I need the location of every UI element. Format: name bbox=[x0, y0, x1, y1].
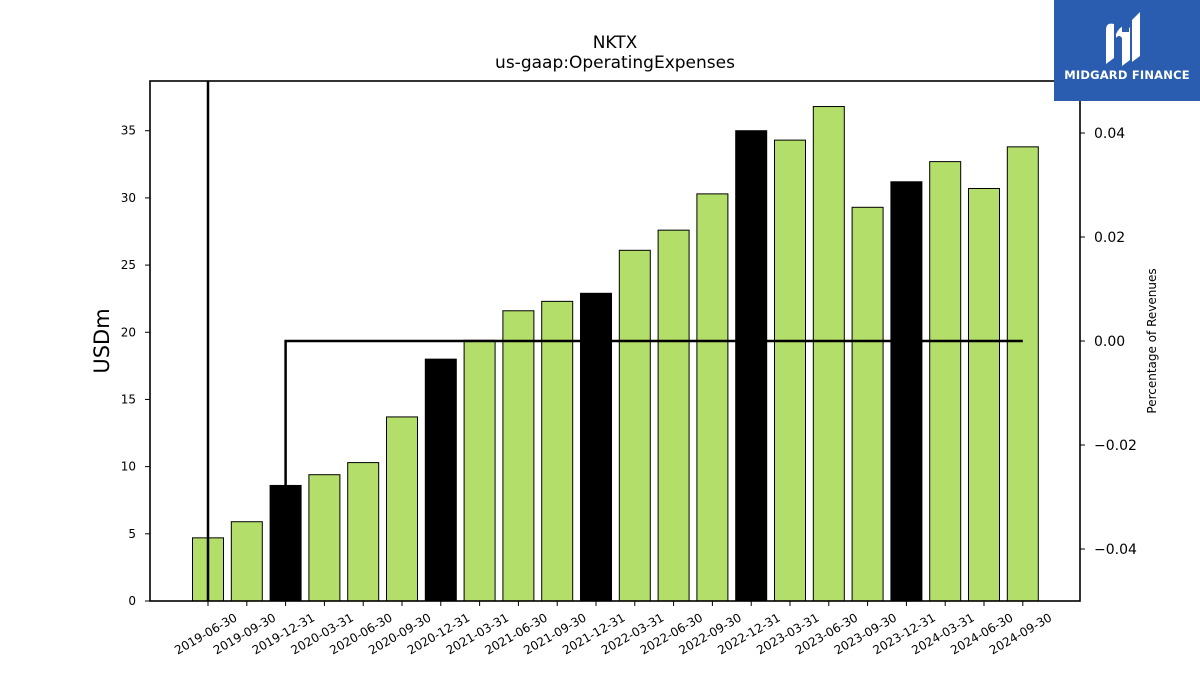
bar bbox=[735, 130, 768, 602]
y-tick-label: 35 bbox=[121, 124, 136, 138]
chart-subtitle: us-gaap:OperatingExpenses bbox=[495, 53, 735, 73]
overlay-group bbox=[206, 81, 1023, 601]
y-tick-label: 15 bbox=[121, 392, 136, 406]
chart-title: NKTX bbox=[593, 33, 638, 53]
bar bbox=[968, 187, 1000, 602]
bar bbox=[463, 339, 496, 602]
y2-tick-label: 0.04 bbox=[1094, 126, 1125, 142]
y-tick-label: 5 bbox=[128, 527, 136, 541]
y-tick-label: 30 bbox=[121, 191, 136, 205]
bars-group bbox=[192, 106, 1039, 602]
bar bbox=[657, 229, 690, 602]
bar bbox=[812, 106, 845, 602]
y-tick-label: 25 bbox=[121, 258, 136, 272]
bar bbox=[696, 193, 729, 602]
bar bbox=[851, 206, 884, 602]
midgard-finance-logo: MIDGARD FINANCE bbox=[1054, 0, 1200, 101]
bar bbox=[1006, 146, 1039, 602]
bar bbox=[774, 139, 806, 602]
bar bbox=[929, 161, 962, 602]
y-tick-label: 0 bbox=[128, 594, 136, 608]
bar bbox=[347, 462, 380, 602]
brand-name: MIDGARD FINANCE bbox=[1064, 68, 1190, 82]
bar bbox=[308, 474, 341, 602]
y-axis-right-label: Percentage of Revenues bbox=[1145, 268, 1159, 413]
y-tick-label: 10 bbox=[121, 460, 136, 474]
y2-tick-label: −0.04 bbox=[1094, 542, 1137, 558]
bar bbox=[386, 416, 418, 602]
bar bbox=[424, 358, 457, 602]
midgard-logo-icon bbox=[1106, 12, 1140, 66]
y-tick-label: 20 bbox=[121, 325, 136, 339]
line-series bbox=[284, 339, 1023, 601]
y2-tick-label: −0.02 bbox=[1094, 438, 1137, 454]
y2-tick-label: 0.00 bbox=[1094, 334, 1125, 350]
bar bbox=[230, 521, 263, 602]
y2-tick-label: 0.02 bbox=[1094, 230, 1125, 246]
bar bbox=[580, 292, 612, 602]
bar bbox=[618, 249, 651, 602]
bar bbox=[890, 181, 923, 602]
y-axis-label: USDm bbox=[90, 308, 114, 373]
bar bbox=[502, 310, 535, 602]
bar bbox=[541, 300, 574, 602]
